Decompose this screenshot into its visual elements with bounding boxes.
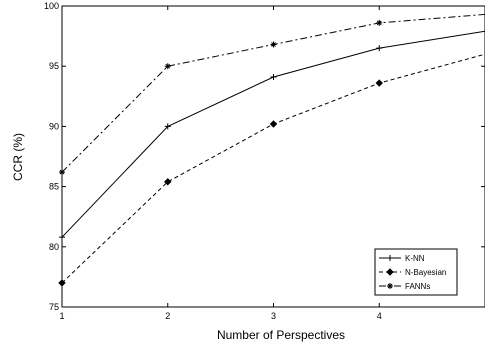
data-point-fanns — [270, 41, 277, 48]
x-tick-label: 4 — [377, 311, 382, 321]
legend-marker-fanns — [387, 283, 393, 289]
data-point-k-nn — [270, 74, 277, 81]
legend-label-n-bayesian: N-Bayesian — [405, 268, 446, 277]
data-point-k-nn — [376, 45, 383, 52]
legend-marker-n-bayesian — [386, 268, 394, 276]
data-point-n-bayesian — [58, 279, 66, 287]
y-tick-label: 75 — [49, 302, 59, 312]
axis-ticks: 75 80 85 90 95 100 1 2 3 4 — [44, 1, 485, 321]
legend-marker-k-nn — [387, 255, 393, 261]
x-tick-label: 1 — [59, 311, 64, 321]
data-point-n-bayesian — [164, 178, 172, 186]
data-point-k-nn — [59, 234, 65, 241]
series-group — [58, 13, 485, 287]
y-tick-label: 80 — [49, 242, 59, 252]
data-point-k-nn — [164, 123, 171, 130]
x-tick-label: 3 — [271, 311, 276, 321]
legend-label-k-nn: K-NN — [405, 254, 425, 263]
x-tick-label: 2 — [165, 311, 170, 321]
data-point-n-bayesian — [375, 79, 383, 87]
data-point-fanns — [164, 63, 171, 70]
data-point-fanns — [376, 19, 383, 26]
y-tick-label: 100 — [44, 1, 59, 11]
data-point-n-bayesian — [269, 120, 278, 128]
y-tick-label: 90 — [49, 121, 59, 131]
x-axis-label: Number of Perspectives — [217, 328, 345, 342]
data-point-fanns — [59, 169, 65, 176]
y-tick-label: 85 — [49, 182, 59, 192]
y-axis-label: CCR (%) — [11, 133, 25, 181]
legend-label-fanns: FANNs — [405, 282, 430, 291]
legend: K-NN N-Bayesian FANNs — [374, 248, 458, 296]
y-tick-label: 95 — [49, 61, 59, 71]
